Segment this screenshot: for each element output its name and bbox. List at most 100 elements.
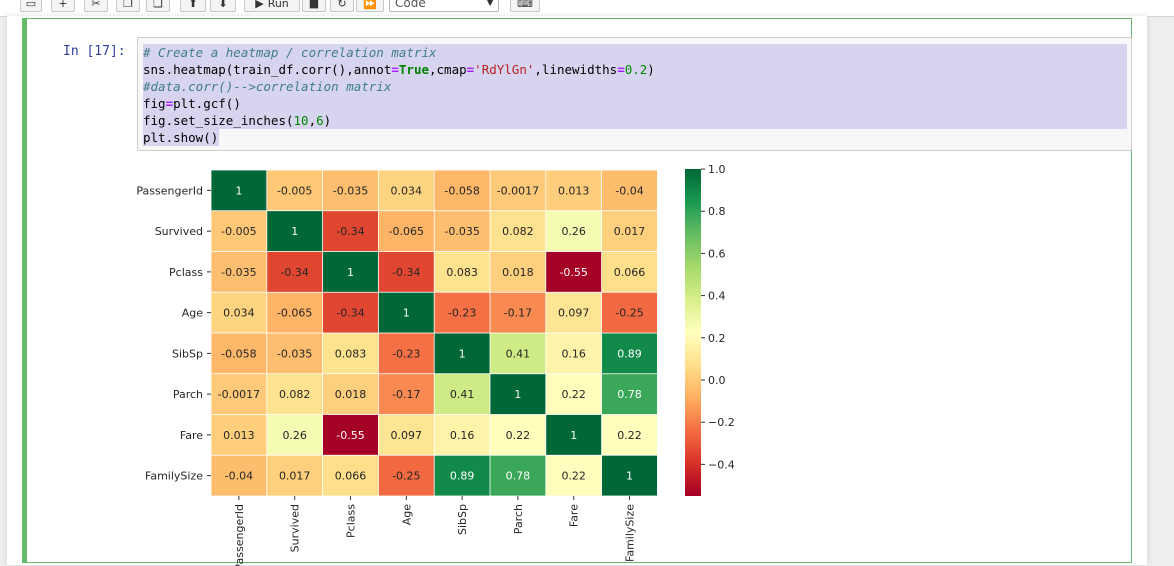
- paste-button[interactable]: ❏: [146, 0, 170, 12]
- heatmap-cell: [602, 414, 657, 455]
- heatmap-cell: [211, 333, 267, 374]
- y-tick-label: Parch: [173, 388, 203, 401]
- notebook-toolbar: ▭ + ✂ ❐ ❏ ⬆ ⬇ ▶ Run ■ ↻ ⏩ Code ▼ ⌨: [0, 0, 1174, 17]
- copy-icon: ❐: [123, 0, 133, 10]
- heatmap-cell-label: -0.23: [392, 347, 420, 360]
- x-tick-label: Survived: [289, 504, 302, 552]
- code-line: sns.heatmap(train_df.corr(),annot=True,c…: [143, 62, 655, 77]
- run-button[interactable]: ▶ Run: [244, 0, 300, 12]
- scissors-icon: ✂: [91, 0, 101, 10]
- save-button[interactable]: ▭: [20, 0, 42, 12]
- heatmap-cell-label: 0.16: [561, 347, 586, 360]
- heatmap-cell-label: 0.22: [617, 429, 642, 442]
- arrow-down-icon: ⬇: [218, 0, 228, 10]
- heatmap-cell-label: -0.065: [389, 225, 424, 238]
- code-line: fig=plt.gcf(): [143, 96, 241, 111]
- cut-button[interactable]: ✂: [84, 0, 108, 12]
- move-up-button[interactable]: ⬆: [180, 0, 206, 12]
- heatmap-cell: [267, 374, 323, 415]
- heatmap-cell-label: 0.89: [617, 347, 642, 360]
- heatmap-cell: [434, 251, 490, 292]
- heatmap-cell-label: 0.89: [450, 470, 475, 483]
- colorbar-tick-label: −0.4: [708, 458, 735, 471]
- heatmap-cell-label: -0.17: [392, 388, 420, 401]
- heatmap-cell-label: 0.017: [614, 225, 646, 238]
- heatmap-cell: [378, 292, 434, 333]
- heatmap-cell: [434, 374, 490, 415]
- command-palette-button[interactable]: ⌨: [510, 0, 540, 12]
- heatmap-cell: [546, 170, 602, 211]
- heatmap-output: 1 -0.005 -0.035 0.034 -0.058 -0.0017 0.013 -0.0…: [136, 163, 735, 566]
- heatmap-cell: [211, 251, 267, 292]
- selection-highlight: [143, 44, 1127, 129]
- code-editor[interactable]: # Create a heatmap / correlation matrix s…: [137, 37, 1132, 151]
- heatmap-cell: [267, 251, 323, 292]
- heatmap-cell-label: 0.26: [561, 225, 586, 238]
- heatmap-cell-label: -0.55: [336, 429, 364, 442]
- heatmap-cell: [602, 292, 657, 333]
- y-tick-label: PassengerId: [136, 184, 203, 197]
- heatmap-cell: [490, 414, 546, 455]
- heatmap-cell-label: -0.065: [277, 307, 312, 320]
- colorbar-tick-label: −0.2: [708, 416, 735, 429]
- heatmap-cell: [434, 292, 490, 333]
- code-line: # Create a heatmap / correlation matrix: [143, 45, 437, 60]
- x-tick-label: PassengerId: [233, 504, 246, 566]
- x-tick-label: Pclass: [345, 504, 358, 538]
- heatmap-cell-label: 0.097: [558, 307, 590, 320]
- heatmap-cell-label: -0.34: [336, 225, 364, 238]
- insert-cell-button[interactable]: +: [51, 0, 75, 12]
- heatmap-cell: [602, 251, 657, 292]
- heatmap-cell-label: -0.058: [221, 347, 256, 360]
- y-tick-label: FamilySize: [145, 470, 203, 483]
- cell-type-select[interactable]: Code ▼: [389, 0, 499, 12]
- heatmap-cell-label: 0.017: [279, 470, 311, 483]
- heatmap-cell: [211, 374, 267, 415]
- heatmap-cell-label: 0.78: [617, 388, 642, 401]
- heatmap-cell-label: 0.034: [223, 307, 255, 320]
- heatmap-cell: [490, 251, 546, 292]
- heatmap-cell-label: -0.0017: [497, 184, 539, 197]
- heatmap-cell-label: 0.013: [223, 429, 255, 442]
- restart-icon: ↻: [337, 0, 347, 10]
- y-tick-label: Fare: [180, 429, 203, 442]
- heatmap-cell-label: -0.035: [221, 266, 256, 279]
- interrupt-button[interactable]: ■: [302, 0, 326, 12]
- code-text[interactable]: # Create a heatmap / correlation matrix s…: [143, 44, 655, 146]
- heatmap-cell: [211, 455, 267, 496]
- heatmap-cell: [490, 292, 546, 333]
- heatmap-cell: [378, 333, 434, 374]
- heatmap-cell: [546, 211, 602, 252]
- heatmap-cell-label: 0.018: [335, 388, 367, 401]
- heatmap-cell-label: 0.013: [558, 184, 590, 197]
- move-down-button[interactable]: ⬇: [210, 0, 236, 12]
- heatmap-cell-label: 0.066: [614, 266, 646, 279]
- heatmap-cell-label: -0.035: [444, 225, 479, 238]
- heatmap-cell-label: -0.035: [333, 184, 368, 197]
- heatmap-cell: [546, 374, 602, 415]
- heatmap-cell-label: 0.082: [502, 225, 534, 238]
- colorbar-tick-label: 1.0: [708, 163, 726, 176]
- heatmap-cell-label: 1: [626, 470, 633, 483]
- copy-button[interactable]: ❐: [116, 0, 140, 12]
- plus-icon: +: [58, 0, 68, 10]
- heatmap-cell-label: 1: [291, 225, 298, 238]
- heatmap-cell-label: 1: [347, 266, 354, 279]
- heatmap-cell: [323, 211, 378, 252]
- heatmap-cell: [490, 211, 546, 252]
- code-cell[interactable]: [22, 18, 1132, 563]
- stop-icon: ■: [308, 0, 320, 10]
- restart-run-all-button[interactable]: ⏩: [356, 0, 384, 12]
- heatmap-cell: [434, 333, 490, 374]
- y-tick-label: Pclass: [169, 266, 203, 279]
- restart-button[interactable]: ↻: [330, 0, 354, 12]
- code-line: fig.set_size_inches(10,6): [143, 113, 332, 128]
- heatmap-cell: [378, 211, 434, 252]
- heatmap-cell-label: -0.0017: [218, 388, 260, 401]
- heatmap-cell: [323, 251, 378, 292]
- heatmap-cell-label: 0.26: [282, 429, 307, 442]
- chevron-down-icon: ▼: [486, 0, 494, 8]
- heatmap-cell: [323, 414, 378, 455]
- heatmap-cell: [211, 292, 267, 333]
- heatmap-cell-label: -0.04: [225, 470, 253, 483]
